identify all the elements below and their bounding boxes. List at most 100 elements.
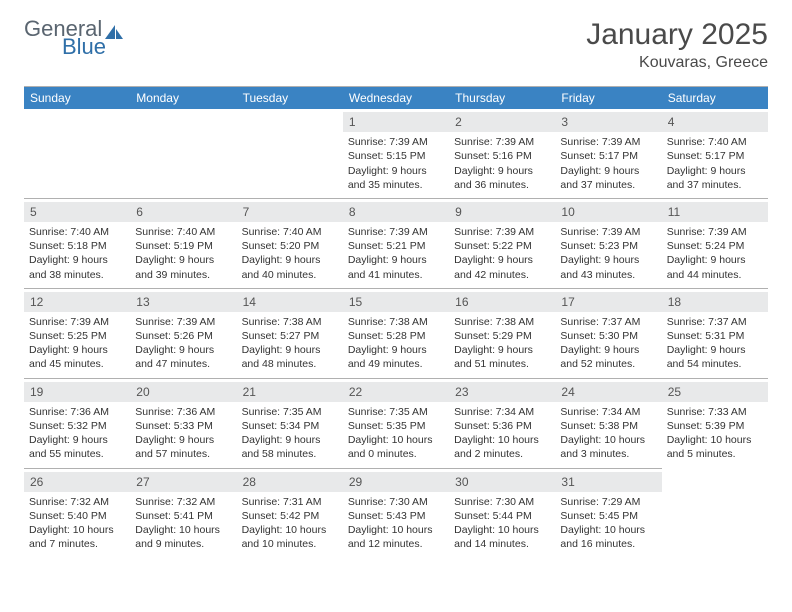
sunrise-line: Sunrise: 7:37 AM (560, 315, 656, 329)
day-number: 24 (555, 382, 661, 402)
empty-cell (24, 109, 130, 198)
sunset-line: Sunset: 5:39 PM (667, 419, 763, 433)
day-cell: 2Sunrise: 7:39 AMSunset: 5:16 PMDaylight… (449, 109, 555, 198)
day-cell: 8Sunrise: 7:39 AMSunset: 5:21 PMDaylight… (343, 198, 449, 288)
day-header: Saturday (662, 87, 768, 109)
day-number: 19 (24, 382, 130, 402)
day-header: Friday (555, 87, 661, 109)
logo: GeneralBlue (24, 18, 126, 58)
day-number: 20 (130, 382, 236, 402)
daylight-line: Daylight: 9 hours and 48 minutes. (242, 343, 338, 371)
sunrise-line: Sunrise: 7:36 AM (135, 405, 231, 419)
day-header: Thursday (449, 87, 555, 109)
sunrise-line: Sunrise: 7:40 AM (667, 135, 763, 149)
day-number: 17 (555, 292, 661, 312)
day-number: 27 (130, 472, 236, 492)
day-header: Monday (130, 87, 236, 109)
logo-text-blue: Blue (24, 36, 126, 58)
sunset-line: Sunset: 5:43 PM (348, 509, 444, 523)
daylight-line: Daylight: 10 hours and 2 minutes. (454, 433, 550, 461)
sunset-line: Sunset: 5:22 PM (454, 239, 550, 253)
day-number: 30 (449, 472, 555, 492)
day-cell: 15Sunrise: 7:38 AMSunset: 5:28 PMDayligh… (343, 288, 449, 378)
day-number: 29 (343, 472, 449, 492)
sunrise-line: Sunrise: 7:39 AM (29, 315, 125, 329)
daylight-line: Daylight: 9 hours and 49 minutes. (348, 343, 444, 371)
sunrise-line: Sunrise: 7:31 AM (242, 495, 338, 509)
day-cell: 26Sunrise: 7:32 AMSunset: 5:40 PMDayligh… (24, 468, 130, 558)
sunrise-line: Sunrise: 7:34 AM (560, 405, 656, 419)
day-cell: 27Sunrise: 7:32 AMSunset: 5:41 PMDayligh… (130, 468, 236, 558)
sunset-line: Sunset: 5:41 PM (135, 509, 231, 523)
day-cell: 12Sunrise: 7:39 AMSunset: 5:25 PMDayligh… (24, 288, 130, 378)
sunrise-line: Sunrise: 7:36 AM (29, 405, 125, 419)
day-cell: 1Sunrise: 7:39 AMSunset: 5:15 PMDaylight… (343, 109, 449, 198)
sunrise-line: Sunrise: 7:39 AM (454, 225, 550, 239)
day-number: 8 (343, 202, 449, 222)
month-title: January 2025 (586, 18, 768, 52)
day-cell: 4Sunrise: 7:40 AMSunset: 5:17 PMDaylight… (662, 109, 768, 198)
sunset-line: Sunset: 5:17 PM (560, 149, 656, 163)
day-cell: 6Sunrise: 7:40 AMSunset: 5:19 PMDaylight… (130, 198, 236, 288)
day-number: 21 (237, 382, 343, 402)
daylight-line: Daylight: 10 hours and 16 minutes. (560, 523, 656, 551)
day-number: 5 (24, 202, 130, 222)
daylight-line: Daylight: 9 hours and 37 minutes. (560, 164, 656, 192)
sunrise-line: Sunrise: 7:39 AM (348, 225, 444, 239)
day-number: 18 (662, 292, 768, 312)
day-number: 12 (24, 292, 130, 312)
sunrise-line: Sunrise: 7:38 AM (242, 315, 338, 329)
daylight-line: Daylight: 9 hours and 52 minutes. (560, 343, 656, 371)
day-cell: 24Sunrise: 7:34 AMSunset: 5:38 PMDayligh… (555, 378, 661, 468)
day-number: 7 (237, 202, 343, 222)
day-cell: 16Sunrise: 7:38 AMSunset: 5:29 PMDayligh… (449, 288, 555, 378)
sunset-line: Sunset: 5:31 PM (667, 329, 763, 343)
day-cell: 30Sunrise: 7:30 AMSunset: 5:44 PMDayligh… (449, 468, 555, 558)
sunset-line: Sunset: 5:42 PM (242, 509, 338, 523)
day-cell: 31Sunrise: 7:29 AMSunset: 5:45 PMDayligh… (555, 468, 661, 558)
day-number: 31 (555, 472, 661, 492)
title-block: January 2025 Kouvaras, Greece (586, 18, 768, 72)
sunset-line: Sunset: 5:21 PM (348, 239, 444, 253)
daylight-line: Daylight: 9 hours and 58 minutes. (242, 433, 338, 461)
daylight-line: Daylight: 10 hours and 3 minutes. (560, 433, 656, 461)
day-number: 15 (343, 292, 449, 312)
sunset-line: Sunset: 5:15 PM (348, 149, 444, 163)
daylight-line: Daylight: 10 hours and 5 minutes. (667, 433, 763, 461)
day-cell: 14Sunrise: 7:38 AMSunset: 5:27 PMDayligh… (237, 288, 343, 378)
daylight-line: Daylight: 9 hours and 42 minutes. (454, 253, 550, 281)
sunrise-line: Sunrise: 7:39 AM (348, 135, 444, 149)
sunset-line: Sunset: 5:26 PM (135, 329, 231, 343)
day-cell: 23Sunrise: 7:34 AMSunset: 5:36 PMDayligh… (449, 378, 555, 468)
sunrise-line: Sunrise: 7:35 AM (242, 405, 338, 419)
calendar-grid: SundayMondayTuesdayWednesdayThursdayFrid… (24, 86, 768, 557)
sunset-line: Sunset: 5:19 PM (135, 239, 231, 253)
sunset-line: Sunset: 5:17 PM (667, 149, 763, 163)
sunrise-line: Sunrise: 7:32 AM (29, 495, 125, 509)
sunrise-line: Sunrise: 7:40 AM (242, 225, 338, 239)
daylight-line: Daylight: 9 hours and 37 minutes. (667, 164, 763, 192)
location: Kouvaras, Greece (586, 54, 768, 72)
daylight-line: Daylight: 9 hours and 47 minutes. (135, 343, 231, 371)
day-cell: 25Sunrise: 7:33 AMSunset: 5:39 PMDayligh… (662, 378, 768, 468)
sunset-line: Sunset: 5:24 PM (667, 239, 763, 253)
day-number: 9 (449, 202, 555, 222)
sunrise-line: Sunrise: 7:35 AM (348, 405, 444, 419)
sunset-line: Sunset: 5:25 PM (29, 329, 125, 343)
sunrise-line: Sunrise: 7:39 AM (667, 225, 763, 239)
empty-cell (237, 109, 343, 198)
sunrise-line: Sunrise: 7:38 AM (454, 315, 550, 329)
day-cell: 19Sunrise: 7:36 AMSunset: 5:32 PMDayligh… (24, 378, 130, 468)
sunrise-line: Sunrise: 7:30 AM (348, 495, 444, 509)
day-cell: 5Sunrise: 7:40 AMSunset: 5:18 PMDaylight… (24, 198, 130, 288)
sunset-line: Sunset: 5:36 PM (454, 419, 550, 433)
header: GeneralBlue January 2025 Kouvaras, Greec… (24, 18, 768, 72)
daylight-line: Daylight: 9 hours and 51 minutes. (454, 343, 550, 371)
daylight-line: Daylight: 9 hours and 36 minutes. (454, 164, 550, 192)
sunset-line: Sunset: 5:33 PM (135, 419, 231, 433)
sunset-line: Sunset: 5:27 PM (242, 329, 338, 343)
day-cell: 20Sunrise: 7:36 AMSunset: 5:33 PMDayligh… (130, 378, 236, 468)
day-cell: 22Sunrise: 7:35 AMSunset: 5:35 PMDayligh… (343, 378, 449, 468)
day-header: Sunday (24, 87, 130, 109)
daylight-line: Daylight: 9 hours and 40 minutes. (242, 253, 338, 281)
